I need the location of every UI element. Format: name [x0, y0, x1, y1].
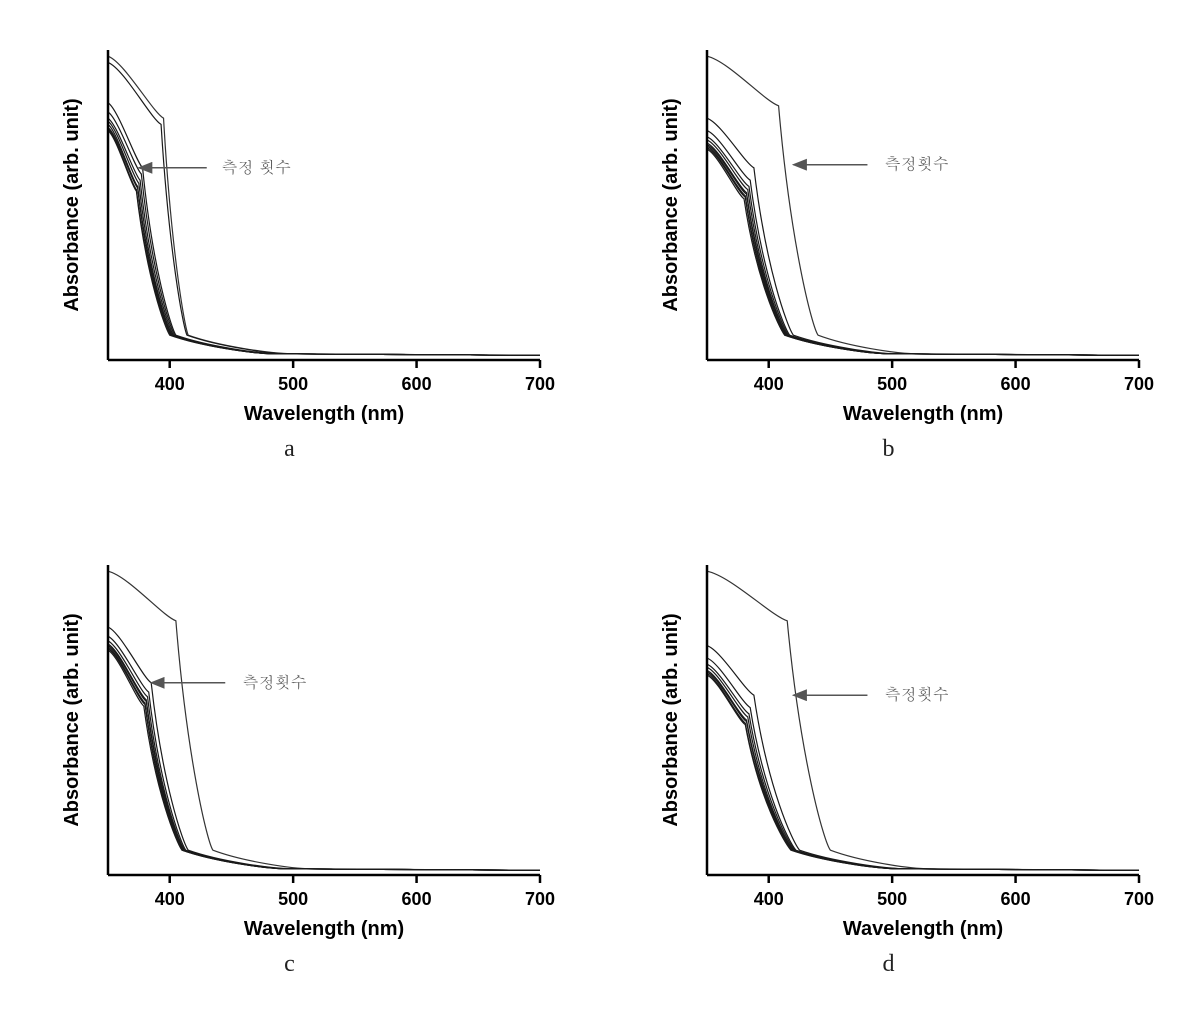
panel-a: 400 500 600 700 Wavelength (nm) Absorbance (a… [10, 20, 569, 505]
panel-b: 400 500 600 700 Wavelength (nm) Absorbance (a… [609, 20, 1168, 505]
xtick-label: 400 [154, 889, 184, 909]
spectrum-plot-a: 400 500 600 700 Wavelength (nm) Absorbance (a… [20, 20, 560, 430]
xtick-label: 700 [524, 889, 554, 909]
panel-d: 400 500 600 700 Wavelength (nm) Absorbance (a… [609, 535, 1168, 1020]
y-axis-label: Absorbance (arb. unit) [660, 98, 682, 311]
xtick-label: 700 [524, 374, 554, 394]
xtick-label: 400 [753, 374, 783, 394]
annotation-text: 측정횟수 [884, 682, 948, 705]
xtick-label: 500 [278, 374, 308, 394]
xtick-label: 600 [401, 889, 431, 909]
annotation-text: 측정 횟수 [221, 155, 290, 178]
spectrum-plot-c: 400 500 600 700 Wavelength (nm) Absorbance (a… [20, 535, 560, 945]
xtick-label: 700 [1123, 374, 1153, 394]
panel-c: 400 500 600 700 Wavelength (nm) Absorbance (a… [10, 535, 569, 1020]
xtick-label: 700 [1123, 889, 1153, 909]
panel-caption-d: d [883, 951, 895, 978]
xtick-label: 400 [154, 374, 184, 394]
xtick-label: 600 [1000, 374, 1030, 394]
y-axis-label: Absorbance (arb. unit) [660, 613, 682, 826]
x-axis-label: Wavelength (nm) [842, 918, 1002, 940]
xtick-label: 400 [753, 889, 783, 909]
panel-caption-b: b [883, 436, 895, 463]
xtick-label: 500 [278, 889, 308, 909]
panel-caption-c: c [284, 951, 295, 978]
xtick-label: 600 [401, 374, 431, 394]
x-axis-label: Wavelength (nm) [243, 403, 403, 425]
annotation-text: 측정횟수 [242, 670, 306, 693]
annotation-text: 측정횟수 [884, 152, 948, 175]
xtick-label: 500 [877, 374, 907, 394]
spectrum-plot-b: 400 500 600 700 Wavelength (nm) Absorbance (a… [619, 20, 1159, 430]
spectrum-plot-d: 400 500 600 700 Wavelength (nm) Absorbance (a… [619, 535, 1159, 945]
panel-caption-a: a [284, 436, 295, 463]
xtick-label: 500 [877, 889, 907, 909]
x-axis-label: Wavelength (nm) [243, 918, 403, 940]
xtick-label: 600 [1000, 889, 1030, 909]
x-axis-label: Wavelength (nm) [842, 403, 1002, 425]
y-axis-label: Absorbance (arb. unit) [61, 98, 83, 311]
figure-grid: 400 500 600 700 Wavelength (nm) Absorbance (a… [0, 0, 1178, 1030]
y-axis-label: Absorbance (arb. unit) [61, 613, 83, 826]
